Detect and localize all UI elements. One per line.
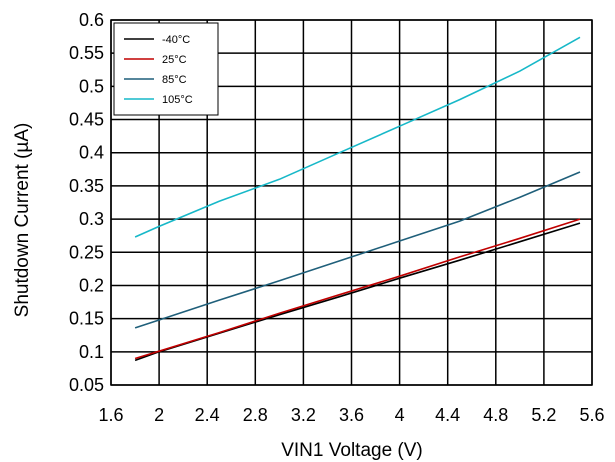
y-tick-label: 0.5 <box>79 76 104 96</box>
x-tick-label: 5.6 <box>579 405 604 425</box>
x-axis-title: VIN1 Voltage (V) <box>281 440 423 461</box>
x-tick-label: 4.4 <box>435 405 460 425</box>
y-tick-label: 0.55 <box>69 43 104 63</box>
x-tick-label: 4.8 <box>483 405 508 425</box>
y-axis-title: Shutdown Current (µA) <box>12 123 33 318</box>
y-tick-label: 0.25 <box>69 242 104 262</box>
legend: -40°C 25°C 85°C 105°C <box>113 22 219 116</box>
x-tick-label: 3.6 <box>339 405 364 425</box>
y-tick-label: 0.3 <box>79 209 104 229</box>
y-tick-label: 0.1 <box>79 342 104 362</box>
y-tick-label: 0.05 <box>69 375 104 395</box>
legend-label: -40°C <box>162 34 190 46</box>
legend-label: 85°C <box>162 74 187 86</box>
x-tick-label: 2.8 <box>243 405 268 425</box>
y-tick-labels: 0.05 0.1 0.15 0.2 0.25 0.3 0.35 0.4 0.45 0.5 0.55 0… <box>69 10 104 395</box>
y-tick-label: 0.6 <box>79 10 104 30</box>
y-tick-label: 0.4 <box>79 143 104 163</box>
y-tick-label: 0.45 <box>69 110 104 130</box>
y-tick-label: 0.2 <box>79 275 104 295</box>
legend-label: 25°C <box>162 54 187 66</box>
y-tick-label: 0.15 <box>69 309 104 329</box>
series-lines <box>134 36 581 362</box>
legend-label: 105°C <box>162 94 193 106</box>
x-tick-label: 5.2 <box>531 405 556 425</box>
series-line-2 <box>134 171 581 329</box>
x-tick-label: 4 <box>395 405 405 425</box>
y-tick-label: 0.35 <box>69 176 104 196</box>
x-tick-label: 3.2 <box>291 405 316 425</box>
series-line-0 <box>134 222 581 362</box>
x-tick-label: 2 <box>154 405 164 425</box>
x-tick-label: 2.4 <box>195 405 220 425</box>
x-tick-label: 1.6 <box>98 405 123 425</box>
series-line-3 <box>134 36 581 238</box>
x-tick-labels: 1.6 2 2.4 2.8 3.2 3.6 4 4.4 4.8 5.2 5.6 <box>98 405 604 425</box>
series-line-1 <box>134 218 581 360</box>
plot-frame <box>110 19 593 386</box>
